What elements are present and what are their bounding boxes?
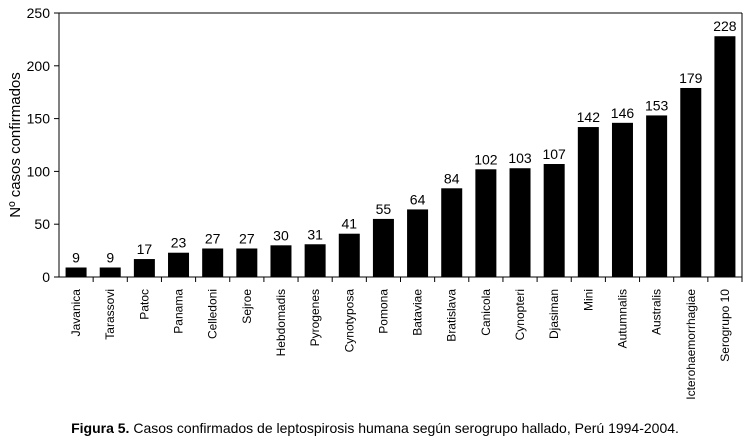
y-tick-label: 200 [27,58,51,74]
x-category-label: Celledoni [206,289,220,339]
bar [65,267,87,277]
x-category-label: Serogrupo 10 [718,289,732,362]
bar [543,164,565,277]
bar [168,252,190,277]
bar [441,188,463,277]
bar [304,244,326,277]
caption-lead: Figura 5. [71,420,130,436]
x-category-label: Australis [650,289,664,335]
bar-value-label: 30 [273,227,289,243]
bar-value-label: 228 [713,18,737,34]
y-axis: 0 50 100 150 200 250 [27,5,743,285]
x-category-label: Javanica [69,289,83,337]
bar-chart: 0 50 100 150 200 250 Nº casos confirmados 9 9 1… [7,5,743,400]
bar-value-label: 179 [679,70,703,86]
x-category-label: Mini [581,289,595,311]
x-category-label: Djasiman [547,289,561,339]
x-category-label: Canicola [479,289,493,336]
x-category-label: Bratislava [445,289,459,342]
bar-value-label: 107 [542,146,566,162]
bar [680,87,702,277]
caption-text: Casos confirmados de leptospirosis human… [133,420,679,436]
x-category-label: Pomona [376,289,390,334]
bar [611,122,633,277]
bar [236,248,258,277]
y-tick-label: 50 [34,216,50,232]
bar [202,248,224,277]
y-tick-label: 100 [27,163,51,179]
bar-value-label: 153 [645,97,669,113]
bar [646,115,668,277]
y-axis-label: Nº casos confirmados [7,72,24,218]
x-category-label: Patoc [137,289,151,320]
figure-caption: Figura 5. Casos confirmados de leptospir… [0,420,750,436]
bar [509,168,531,277]
bar-value-label: 27 [239,230,255,246]
bar-value-label: 84 [444,170,460,186]
bars: 9 9 17 23 27 27 30 31 41 55 64 84 102 103 107 142 146 153… [65,18,737,278]
bar [407,209,429,277]
bar [577,127,599,277]
bar-value-label: 41 [341,216,357,232]
bar [99,267,121,277]
bar [338,233,360,277]
bar-value-label: 17 [137,241,153,257]
x-category-label: Bataviae [411,289,425,336]
y-tick-label: 150 [27,111,51,127]
bar [133,259,155,277]
bar-value-label: 55 [376,201,392,217]
x-category-label: Hebdomadis [274,289,288,356]
x-category-label: Autumnalis [615,289,629,348]
bar-value-label: 9 [106,249,114,265]
bar [475,169,497,277]
x-category-label: Sejroe [240,289,254,324]
bar [372,218,394,277]
bar [714,36,736,278]
x-category-label: Cynotyposa [342,289,356,353]
bar [270,245,292,277]
x-category-label: Pyrogenes [308,289,322,346]
bar-value-label: 102 [474,151,498,167]
bar-value-label: 27 [205,230,221,246]
y-tick-label: 0 [42,269,50,285]
bar-value-label: 9 [72,249,80,265]
y-tick-label: 250 [27,5,51,21]
x-category-label: Tarassovi [103,289,117,340]
x-axis: Javanica Tarassovi Patoc Panama Celledoni Sej… [59,276,743,400]
x-category-label: Cynopteri [513,289,527,340]
x-category-label: Icterohaemorrhagiae [684,289,698,400]
bar-value-label: 64 [410,191,426,207]
x-category-label: Panama [172,289,186,334]
bar-value-label: 142 [577,109,601,125]
bar-value-label: 103 [508,150,532,166]
bar-value-label: 146 [611,105,635,121]
bar-value-label: 31 [307,226,323,242]
bar-value-label: 23 [171,235,187,251]
